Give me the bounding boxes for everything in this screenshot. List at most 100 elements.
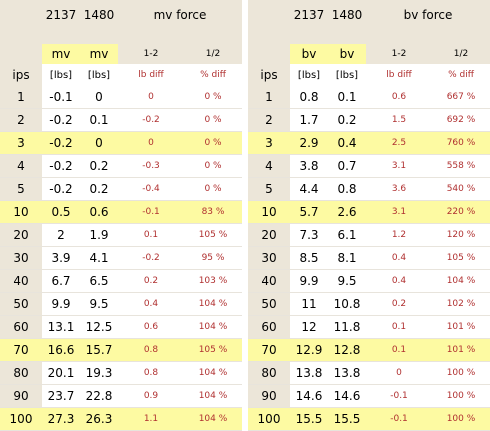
ips-cell: 30: [0, 246, 42, 270]
value-cell: 13.8: [328, 361, 366, 385]
table-units-row: ips [lbs] [lbs] lb diff % diff: [0, 64, 243, 86]
table-top-row: 2137 1480 mv force: [0, 0, 243, 30]
table-row: 30 8.5 8.1 0.4 105 %: [248, 246, 490, 270]
column-header-ratio: 1/2: [184, 44, 243, 64]
value-cell: 0: [80, 131, 118, 155]
unit-label: % diff: [184, 64, 243, 86]
lb-diff-cell: 1.5: [366, 108, 432, 132]
table-row: 5 -0.2 0.2 -0.4 0 %: [0, 177, 243, 201]
ips-cell: 100: [0, 407, 42, 431]
value-cell: 0.1: [328, 86, 366, 109]
value-cell: 0.8: [290, 86, 328, 109]
table-row: 100 15.5 15.5 -0.1 100 %: [248, 407, 490, 431]
top-corner-cell: [0, 0, 42, 30]
percent-diff-cell: 692 %: [432, 108, 490, 132]
header-corner-cell: [248, 44, 290, 64]
column-header-1: mv: [42, 44, 80, 64]
lb-diff-cell: 0: [118, 86, 184, 109]
percent-diff-cell: 104 %: [432, 269, 490, 293]
column-header-diff: 1-2: [366, 44, 432, 64]
percent-diff-cell: 558 %: [432, 154, 490, 178]
value-cell: 0: [80, 86, 118, 109]
bv-force-table: 2137 1480 bv force bv bv 1-2 1/2 ips [lb…: [248, 0, 490, 431]
table-spacer-row: [248, 30, 490, 44]
lb-diff-cell: 0: [366, 361, 432, 385]
value-cell: 15.5: [328, 407, 366, 431]
table-title: bv force: [366, 0, 490, 30]
value-cell: 15.5: [290, 407, 328, 431]
value-cell: 0.4: [328, 131, 366, 155]
value-cell: 4.1: [80, 246, 118, 270]
value-cell: 9.5: [328, 269, 366, 293]
top-corner-cell: [248, 0, 290, 30]
table-row: 60 12 11.8 0.1 101 %: [248, 315, 490, 339]
value-cell: 22.8: [80, 384, 118, 408]
lb-diff-cell: -0.4: [118, 177, 184, 201]
lb-diff-cell: -0.2: [118, 246, 184, 270]
table-row: 90 14.6 14.6 -0.1 100 %: [248, 384, 490, 408]
lb-diff-cell: 0.8: [118, 361, 184, 385]
ips-cell: 60: [0, 315, 42, 339]
value-cell: 0.2: [80, 154, 118, 178]
value-cell: 10.8: [328, 292, 366, 316]
value-cell: 14.6: [328, 384, 366, 408]
table-row: 20 2 1.9 0.1 105 %: [0, 223, 243, 247]
ips-cell: 90: [0, 384, 42, 408]
percent-diff-cell: 101 %: [432, 338, 490, 362]
column-header-1: bv: [290, 44, 328, 64]
percent-diff-cell: 101 %: [432, 315, 490, 339]
unit-label: [lbs]: [80, 64, 118, 86]
table-row: 2 1.7 0.2 1.5 692 %: [248, 108, 490, 132]
table-row: 60 13.1 12.5 0.6 104 %: [0, 315, 243, 339]
lb-diff-cell: -0.3: [118, 154, 184, 178]
value-cell: 23.7: [42, 384, 80, 408]
table-row: 40 6.7 6.5 0.2 103 %: [0, 269, 243, 293]
value-cell: 2.9: [290, 131, 328, 155]
table-row: 50 9.9 9.5 0.4 104 %: [0, 292, 243, 316]
percent-diff-cell: 105 %: [184, 338, 243, 362]
value-cell: 0.1: [80, 108, 118, 132]
percent-diff-cell: 105 %: [184, 223, 243, 247]
table-row: 10 5.7 2.6 3.1 220 %: [248, 200, 490, 224]
table-body: 1 -0.1 0 0 0 % 2 -0.2 0.1 -0.2 0 % 3 -0.2 0 0 0 % 4 -0.2…: [0, 86, 243, 431]
ips-cell: 10: [248, 200, 290, 224]
lb-diff-cell: -0.2: [118, 108, 184, 132]
value-cell: 0.6: [80, 200, 118, 224]
value-cell: 12.9: [290, 338, 328, 362]
lb-diff-cell: -0.1: [118, 200, 184, 224]
ips-cell: 10: [0, 200, 42, 224]
table-row: 1 -0.1 0 0 0 %: [0, 86, 243, 109]
value-cell: 20.1: [42, 361, 80, 385]
unit-label: lb diff: [118, 64, 184, 86]
value-cell: 6.7: [42, 269, 80, 293]
column-header-2: bv: [328, 44, 366, 64]
unit-label: lb diff: [366, 64, 432, 86]
value-cell: 16.6: [42, 338, 80, 362]
table-row: 30 3.9 4.1 -0.2 95 %: [0, 246, 243, 270]
ips-cell: 5: [0, 177, 42, 201]
value-cell: 6.5: [80, 269, 118, 293]
table-units-row: ips [lbs] [lbs] lb diff % diff: [248, 64, 490, 86]
percent-diff-cell: 120 %: [432, 223, 490, 247]
value-cell: 12.8: [328, 338, 366, 362]
percent-diff-cell: 104 %: [184, 361, 243, 385]
unit-label: [lbs]: [290, 64, 328, 86]
percent-diff-cell: 104 %: [184, 292, 243, 316]
value-cell: 0.2: [80, 177, 118, 201]
ips-cell: 50: [0, 292, 42, 316]
value-cell: 8.5: [290, 246, 328, 270]
ips-header: ips: [248, 64, 290, 86]
config-2137-label: 2137: [290, 0, 328, 30]
lb-diff-cell: -0.1: [366, 407, 432, 431]
table-row: 5 4.4 0.8 3.6 540 %: [248, 177, 490, 201]
lb-diff-cell: 0.1: [118, 223, 184, 247]
ips-cell: 20: [248, 223, 290, 247]
percent-diff-cell: 105 %: [432, 246, 490, 270]
value-cell: 1.7: [290, 108, 328, 132]
value-cell: 6.1: [328, 223, 366, 247]
lb-diff-cell: 3.1: [366, 200, 432, 224]
lb-diff-cell: 0.4: [366, 269, 432, 293]
ips-header: ips: [0, 64, 42, 86]
value-cell: 12: [290, 315, 328, 339]
percent-diff-cell: 104 %: [184, 384, 243, 408]
